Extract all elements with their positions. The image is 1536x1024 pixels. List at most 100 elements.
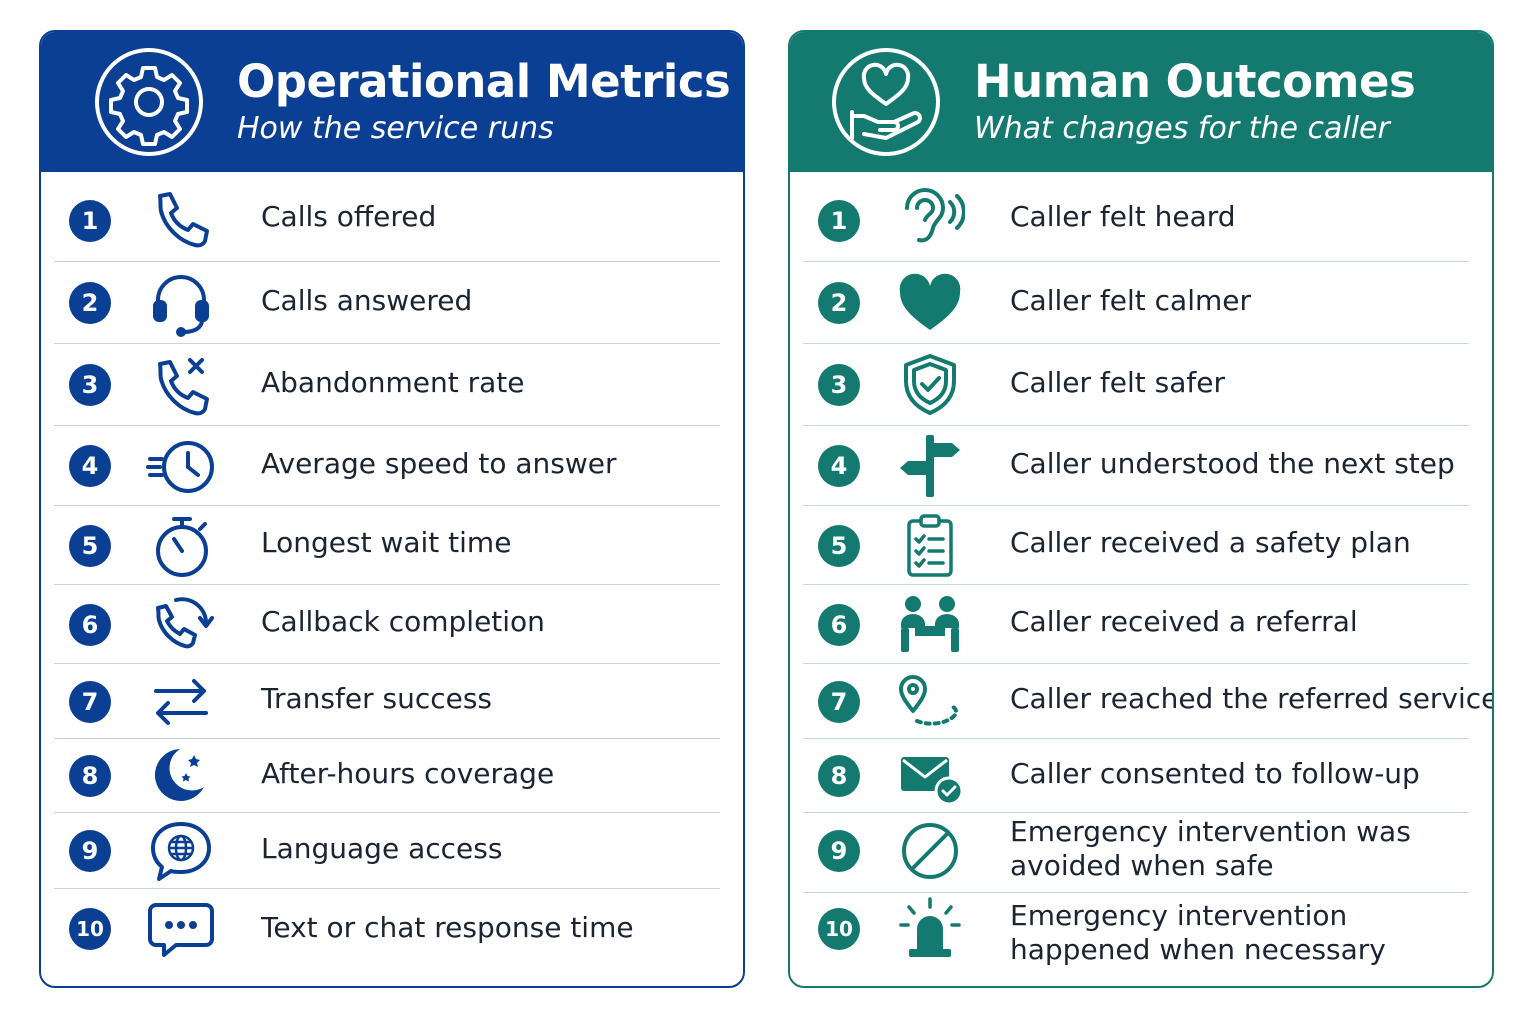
divider: [54, 738, 720, 739]
divider: [54, 425, 720, 426]
list-item: 10 Text or chat response time: [41, 889, 743, 985]
item-number: 7: [69, 681, 111, 723]
stopwatch-icon: [156, 517, 208, 577]
panel-title: Operational Metrics: [237, 55, 731, 108]
list-item: 9 Language access: [41, 813, 743, 889]
item-label: Caller felt heard: [1010, 200, 1236, 233]
chat-dots-icon: [148, 903, 214, 957]
phone-icon: [158, 192, 209, 248]
list-item: 6 Callback completion: [41, 585, 743, 664]
mail-check-icon: [901, 757, 964, 806]
item-number: 3: [69, 364, 111, 406]
item-label: Caller felt calmer: [1010, 284, 1251, 317]
item-number: 7: [818, 681, 860, 723]
item-number: 9: [69, 830, 111, 872]
item-number: 10: [818, 908, 860, 950]
item-number: 1: [69, 200, 111, 242]
item-number: 9: [818, 830, 860, 872]
item-label: Caller received a safety plan: [1010, 526, 1411, 559]
item-label: Caller reached the referred service: [1010, 682, 1494, 715]
item-label: After-hours coverage: [261, 757, 555, 790]
item-label: Calls offered: [261, 200, 437, 233]
item-number: 6: [69, 604, 111, 646]
divider: [54, 888, 720, 889]
item-label: Caller felt safer: [1010, 366, 1225, 399]
operational-metrics-panel: Operational Metrics How the service runs…: [39, 30, 745, 988]
item-number: 10: [69, 908, 111, 950]
list-item: 1 Calls offered: [41, 172, 743, 262]
item-label: Longest wait time: [261, 526, 512, 559]
divider: [803, 892, 1469, 893]
gear-icon: [95, 48, 203, 156]
list-item: 8 After-hours coverage: [41, 739, 743, 813]
list-item: 9 Emergency intervention was avoided whe…: [790, 813, 1492, 893]
list-item: 3 Abandonment rate: [41, 344, 743, 426]
phone-callback-icon: [156, 597, 214, 649]
list-item: 5 Longest wait time: [41, 506, 743, 585]
divider: [803, 663, 1469, 664]
divider: [803, 425, 1469, 426]
operational-metrics-header: Operational Metrics How the service runs: [41, 32, 743, 172]
item-label: Emergency intervention was avoided when …: [1010, 815, 1411, 882]
human-outcomes-header: Human Outcomes What changes for the call…: [790, 32, 1492, 172]
item-label: Abandonment rate: [261, 366, 525, 399]
item-label: Caller understood the next step: [1010, 447, 1455, 480]
item-number: 6: [818, 604, 860, 646]
list-item: 2 Calls answered: [41, 262, 743, 344]
clipboard-checklist-icon: [907, 514, 953, 577]
item-number: 8: [69, 755, 111, 797]
item-number: 5: [69, 525, 111, 567]
divider: [54, 584, 720, 585]
ear-icon: [905, 188, 965, 243]
headset-icon: [153, 275, 209, 337]
item-number: 4: [69, 445, 111, 487]
item-label: Caller received a referral: [1010, 605, 1358, 638]
moon-stars-icon: [154, 749, 204, 801]
list-item: 5 Caller received a safety plan: [790, 506, 1492, 585]
divider: [803, 505, 1469, 506]
list-item: 4 Average speed to answer: [41, 426, 743, 506]
phone-missed-icon: [158, 358, 209, 416]
item-number: 1: [818, 200, 860, 242]
divider: [54, 505, 720, 506]
prohibited-icon: [902, 823, 958, 879]
divider: [54, 261, 720, 262]
item-label: Calls answered: [261, 284, 473, 317]
fast-clock-icon: [146, 441, 214, 493]
list-item: 2 Caller felt calmer: [790, 262, 1492, 344]
list-item: 1 Caller felt heard: [790, 172, 1492, 262]
panel-title: Human Outcomes: [974, 55, 1416, 108]
shield-check-icon: [904, 354, 956, 415]
item-label: Emergency intervention happened when nec…: [1010, 899, 1386, 966]
divider: [54, 343, 720, 344]
list-item: 6 Caller received a referral: [790, 585, 1492, 664]
divider: [803, 738, 1469, 739]
panel-subtitle: What changes for the caller: [974, 111, 1390, 146]
transfer-arrows-icon: [154, 679, 208, 725]
divider: [803, 584, 1469, 585]
divider: [54, 663, 720, 664]
divider: [803, 261, 1469, 262]
list-item: 4 Caller understood the next step: [790, 426, 1492, 506]
list-item: 8 Caller consented to follow-up: [790, 739, 1492, 813]
item-label: Transfer success: [261, 682, 493, 715]
list-item: 7 Caller reached the referred service: [790, 664, 1492, 739]
people-handshake-icon: [901, 596, 959, 652]
panel-subtitle: How the service runs: [237, 111, 554, 146]
divider: [54, 812, 720, 813]
item-label: Language access: [261, 832, 503, 865]
globe-speech-icon: [151, 822, 211, 881]
divider: [803, 812, 1469, 813]
item-number: 2: [818, 282, 860, 324]
item-label: Caller consented to follow-up: [1010, 757, 1420, 790]
item-number: 2: [69, 282, 111, 324]
signpost-icon: [900, 435, 960, 497]
location-path-icon: [899, 675, 958, 726]
item-label: Text or chat response time: [261, 911, 634, 944]
item-label: Average speed to answer: [261, 447, 617, 480]
heart-hand-icon: [832, 48, 940, 156]
heart-icon: [899, 273, 961, 330]
siren-icon: [899, 897, 961, 957]
list-item: 3 Caller felt safer: [790, 344, 1492, 426]
item-label: Callback completion: [261, 605, 545, 638]
